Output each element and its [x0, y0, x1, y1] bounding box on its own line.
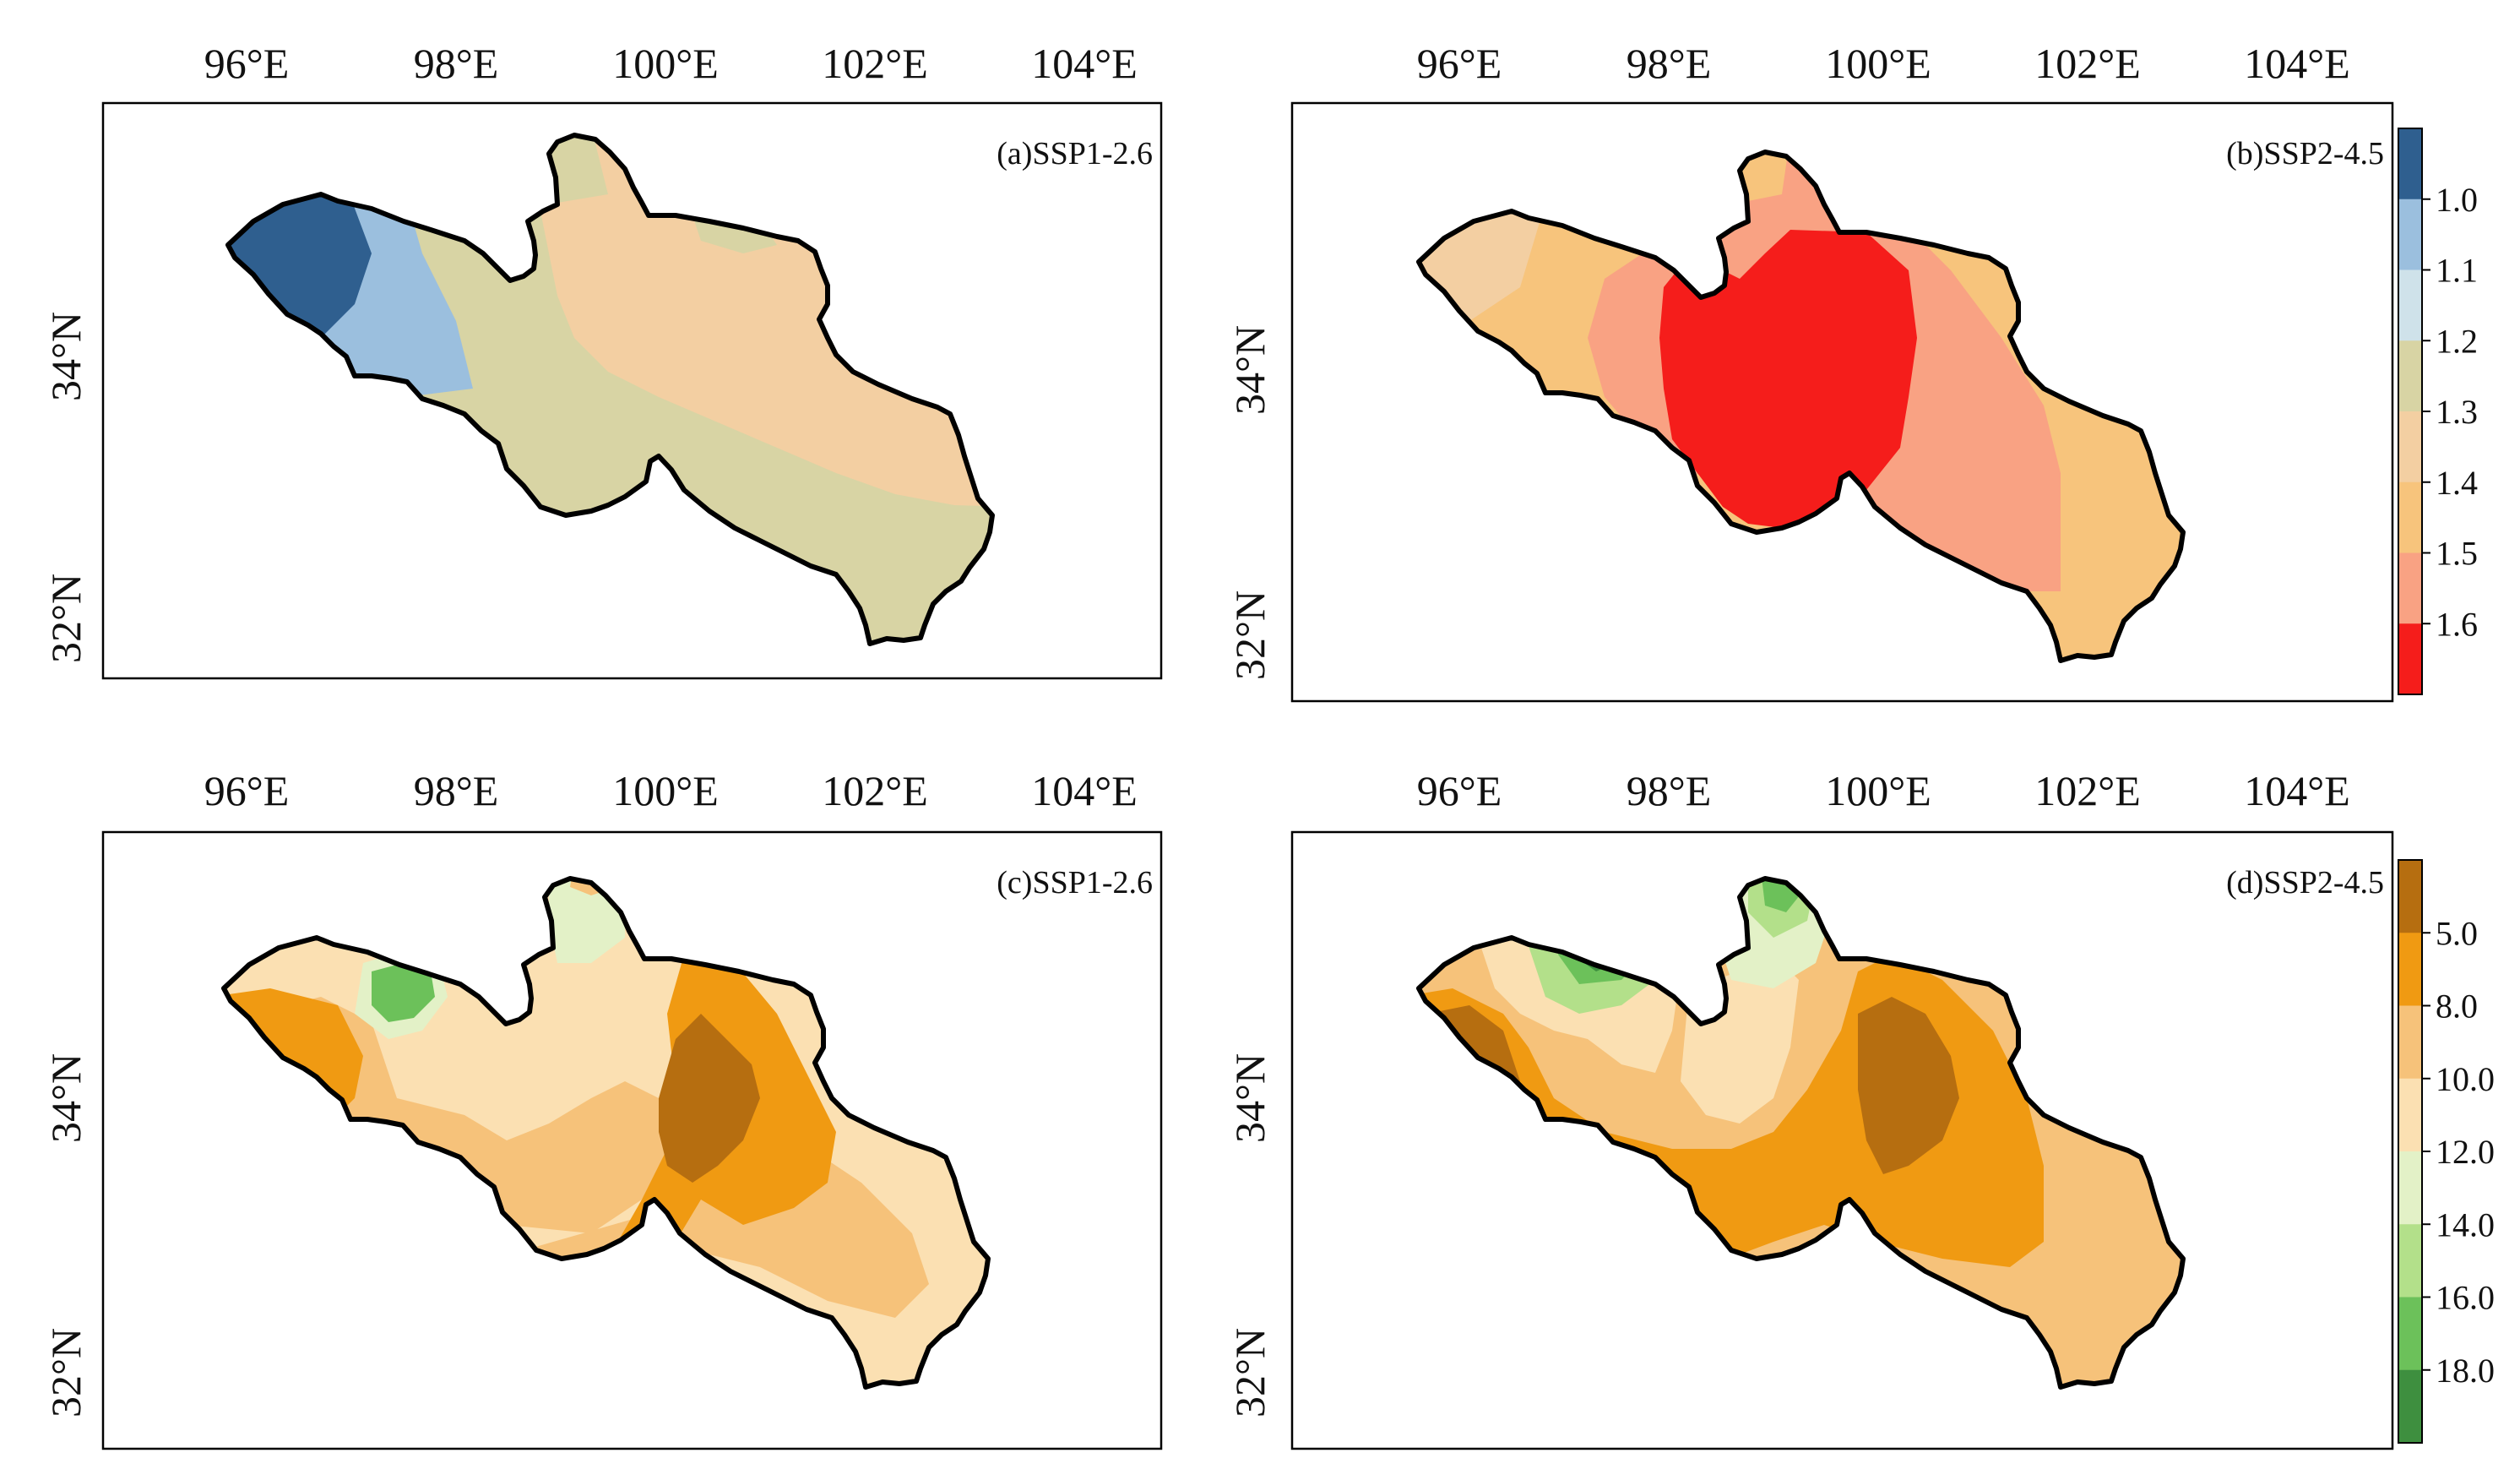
lat-label-32: 32°N [1226, 1328, 1274, 1417]
lon-label-96: 96°E [204, 767, 290, 814]
cb-top-swatch [2398, 482, 2422, 553]
panel-d-title: (d)SSP2-4.5 [2226, 865, 2384, 901]
lon-label-98: 98°E [414, 767, 499, 814]
panel-d: (d)SSP2-4.5 96°E 98°E 100°E 102°E 104°E … [1226, 767, 2394, 1450]
panel-a-title: (a)SSP1-2.6 [997, 136, 1153, 171]
lon-label-102: 102°E [822, 40, 928, 87]
cb-top-swatch [2398, 199, 2422, 270]
panel-b-lon-ticks: 96°E 98°E 100°E 102°E 104°E [1417, 40, 2350, 87]
lon-label-98: 98°E [1627, 40, 1712, 87]
cb-top-swatch [2398, 269, 2422, 341]
cb-bottom-swatch [2398, 1005, 2422, 1080]
lat-label-32: 32°N [42, 574, 90, 663]
lat-label-34: 34°N [1226, 1053, 1274, 1143]
cb-top-label: 1.0 [2436, 181, 2478, 219]
cb-top-swatch [2398, 411, 2422, 483]
lon-label-100: 100°E [1825, 40, 1931, 87]
lon-label-98: 98°E [1627, 767, 1712, 814]
panel-c-lat-ticks: 34°N 32°N [42, 1053, 90, 1417]
lon-label-104: 104°E [1031, 767, 1138, 814]
panel-a-lon-ticks: 96°E 98°E 100°E 102°E 104°E [204, 40, 1138, 87]
cb-bottom-swatch [2398, 1224, 2422, 1298]
panel-b-lat-ticks: 34°N 32°N [1226, 325, 1274, 680]
lat-label-32: 32°N [42, 1328, 90, 1417]
panel-c-lon-ticks: 96°E 98°E 100°E 102°E 104°E [204, 767, 1138, 814]
lat-label-34: 34°N [42, 312, 90, 401]
cb-top-swatch [2398, 128, 2422, 200]
cb-bottom-swatch [2398, 1078, 2422, 1152]
cb-top-label: 1.3 [2436, 393, 2478, 431]
cb-top-label: 1.1 [2436, 252, 2478, 290]
lon-label-102: 102°E [2034, 40, 2141, 87]
cb-top-label: 1.6 [2436, 605, 2478, 643]
cb-bottom-label: 16.0 [2436, 1279, 2495, 1317]
panel-a-lat-ticks: 34°N 32°N [42, 312, 90, 663]
lon-label-100: 100°E [612, 40, 719, 87]
lon-label-102: 102°E [2034, 767, 2141, 814]
panel-d-lat-ticks: 34°N 32°N [1226, 1053, 1274, 1417]
lon-label-100: 100°E [1825, 767, 1931, 814]
lon-label-104: 104°E [1031, 40, 1138, 87]
lon-label-96: 96°E [204, 40, 290, 87]
cb-top-swatch [2398, 623, 2422, 695]
colorbar-bottom: 5.0 8.0 10.0 12.0 14.0 16.0 18.0 [2398, 859, 2495, 1444]
cb-bottom-label: 14.0 [2436, 1205, 2495, 1243]
panel-c-fill [224, 879, 988, 1387]
panel-b-title: (b)SSP2-4.5 [2226, 136, 2384, 171]
cb-top-label: 1.5 [2436, 535, 2478, 573]
cb-bottom-label: 12.0 [2436, 1133, 2495, 1171]
panel-d-fill [1419, 879, 2183, 1387]
lon-label-100: 100°E [612, 767, 719, 814]
panel-d-lon-ticks: 96°E 98°E 100°E 102°E 104°E [1417, 767, 2350, 814]
panel-a: (a)SSP1-2.6 96°E 98°E 100°E 102°E 104°E … [42, 40, 1163, 680]
lat-label-34: 34°N [42, 1053, 90, 1143]
lon-label-102: 102°E [822, 767, 928, 814]
cb-top-swatch [2398, 340, 2422, 412]
lon-label-104: 104°E [2244, 40, 2350, 87]
cb-bottom-label: 10.0 [2436, 1060, 2495, 1098]
panel-b: (b)SSP2-4.5 96°E 98°E 100°E 102°E 104°E … [1226, 40, 2394, 703]
panel-a-frame [101, 101, 1163, 680]
lon-label-96: 96°E [1417, 767, 1502, 814]
cb-bottom-label: 5.0 [2436, 914, 2478, 952]
panel-c: (c)SSP1-2.6 96°E 98°E 100°E 102°E 104°E … [42, 767, 1163, 1450]
cb-top-label: 1.2 [2436, 322, 2478, 360]
cb-bottom-label: 18.0 [2436, 1352, 2495, 1390]
panel-d-frame [1290, 830, 2394, 1450]
panel-b-frame [1290, 101, 2394, 703]
panel-c-frame [101, 830, 1163, 1450]
lon-label-96: 96°E [1417, 40, 1502, 87]
colorbar-top: 1.0 1.1 1.2 1.3 1.4 1.5 1.6 [2398, 128, 2478, 695]
cb-bottom-swatch [2398, 933, 2422, 1006]
lat-label-32: 32°N [1226, 590, 1274, 680]
lat-label-34: 34°N [1226, 325, 1274, 415]
cb-top-label: 1.4 [2436, 464, 2478, 502]
lon-label-104: 104°E [2244, 767, 2350, 814]
cb-bottom-swatch [2398, 1297, 2422, 1371]
cb-top-swatch [2398, 552, 2422, 624]
cb-bottom-swatch [2398, 1151, 2422, 1225]
panel-c-title: (c)SSP1-2.6 [997, 865, 1153, 901]
cb-bottom-swatch [2398, 1369, 2422, 1444]
cb-bottom-swatch [2398, 860, 2422, 933]
lon-label-98: 98°E [414, 40, 499, 87]
cb-bottom-label: 8.0 [2436, 988, 2478, 1026]
